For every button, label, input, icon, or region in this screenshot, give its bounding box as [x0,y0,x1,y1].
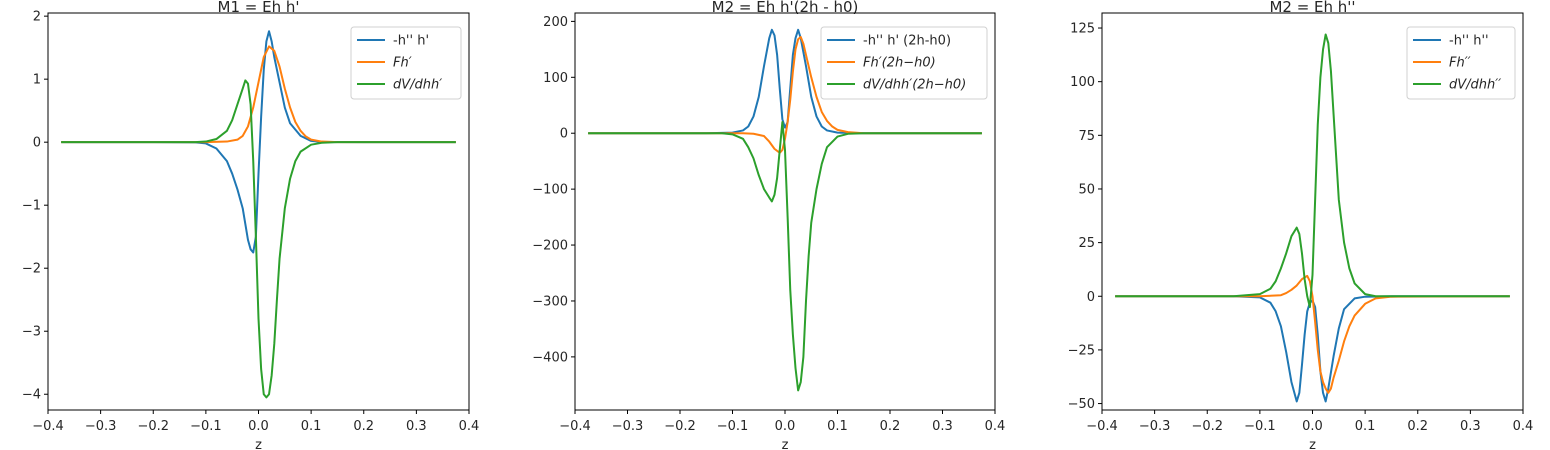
series-line-2 [61,45,456,144]
y-tick-label: −50 [1068,397,1095,412]
series-line-1 [61,30,456,254]
x-tick-label: 0.3 [406,419,427,434]
y-tick-label: 0 [1087,290,1095,305]
x-tick-label: −0.1 [717,419,749,434]
x-tick-label: 0.1 [827,419,848,434]
legend-label-1: -h'' h' (2h-h0) [863,34,951,49]
x-tick-label: 0.3 [932,419,953,434]
y-tick-label: −100 [532,183,568,198]
legend-label-3: dV/dhh′′ [1449,78,1501,93]
series-line-3 [61,79,456,399]
chart-title: M1 = Eh h' [218,0,300,16]
legend-label-3: dV/dhh′ [393,78,442,93]
y-tick-label: 25 [1078,236,1095,251]
x-tick-label: −0.2 [664,419,696,434]
legend: -h'' h'' Fh′′ dV/dhh′′ [1406,26,1516,100]
legend-label-2: Fh′(2h−h0) [863,56,936,71]
y-tick-label: 200 [543,15,568,30]
y-tick-label: 125 [1070,22,1095,37]
x-tick-label: 0.4 [985,419,1006,434]
y-tick-label: −300 [532,294,568,309]
legend: -h'' h' (2h-h0) Fh′(2h−h0) dV/dhh′(2h−h0) [820,26,988,100]
x-tick-label: −0.2 [137,419,169,434]
x-axis-label: z [255,438,262,450]
y-tick-label: −200 [532,239,568,254]
subplot-1: M1 = Eh h' −0.4 −0.3 −0.2 −0.1 0.0 0.1 0.2 0.3 0.… [22,0,480,450]
series-group [588,28,982,392]
y-tick-label: −400 [532,350,568,365]
x-tick-label: −0.2 [1191,419,1223,434]
x-tick-label: 0.1 [301,419,322,434]
x-tick-label: −0.1 [190,419,222,434]
subplot-2: M2 = Eh h'(2h - h0) −0.4 −0.3 −0.2 −0.1 0.0 0.… [532,0,1005,450]
legend-frame [820,26,988,100]
legend-label-1: -h'' h' [393,34,429,49]
y-tick-label: 75 [1078,129,1095,144]
legend-label-1: -h'' h'' [1449,34,1489,49]
legend-label-2: Fh′′ [1449,56,1471,71]
subplot-3: M2 = Eh h'' −0.4 −0.3 −0.2 −0.1 0.0 0.1 0.2 0.3 0… [1068,0,1534,450]
y-tick-label: 0 [560,127,568,142]
x-axis-label: z [782,438,789,450]
legend-frame [1406,26,1516,100]
legend-label-2: Fh′ [393,56,412,71]
x-tick-label: −0.4 [32,419,64,434]
x-tick-label: 0.3 [1460,419,1481,434]
y-tick-label: −1 [22,199,41,214]
x-tick-label: 0.4 [1513,419,1534,434]
x-tick-label: 0.0 [775,419,796,434]
y-tick-label: −25 [1068,343,1095,358]
y-tick-label: 100 [1070,75,1095,90]
x-tick-label: 0.1 [1355,419,1376,434]
legend-label-3: dV/dhh′(2h−h0) [863,78,966,93]
y-tick-label: 0 [33,136,41,151]
x-tick-label: −0.3 [85,419,117,434]
x-tick-label: 0.2 [353,419,374,434]
chart-title: M2 = Eh h'(2h - h0) [712,0,859,16]
series-line-2 [1115,274,1510,394]
x-axis-label: z [1309,438,1316,450]
y-tick-label: −3 [22,325,41,340]
x-tick-label: 0.4 [459,419,480,434]
x-tick-label: −0.4 [559,419,591,434]
x-tick-label: −0.3 [612,419,644,434]
legend: -h'' h' Fh′ dV/dhh′ [350,26,462,100]
x-tick-label: 0.2 [1407,419,1428,434]
x-tick-label: −0.4 [1086,419,1118,434]
series-line-3 [1115,33,1510,308]
y-tick-label: 1 [33,73,41,88]
y-tick-label: 100 [543,71,568,86]
legend-frame [350,26,462,100]
x-tick-label: 0.0 [248,419,269,434]
y-tick-label: −2 [22,262,41,277]
chart-title: M2 = Eh h'' [1269,0,1355,16]
y-tick-label: 50 [1078,182,1095,197]
series-line-3 [588,121,982,392]
y-tick-label: 2 [33,10,41,25]
y-tick-label: −4 [22,388,41,403]
series-group [1115,33,1510,403]
x-tick-label: 0.2 [880,419,901,434]
x-tick-label: 0.0 [1302,419,1323,434]
x-tick-label: −0.1 [1244,419,1276,434]
series-line-1 [588,28,982,135]
x-tick-label: −0.3 [1139,419,1171,434]
series-line-2 [588,36,982,154]
series-group [61,30,456,399]
series-line-1 [1115,295,1510,403]
